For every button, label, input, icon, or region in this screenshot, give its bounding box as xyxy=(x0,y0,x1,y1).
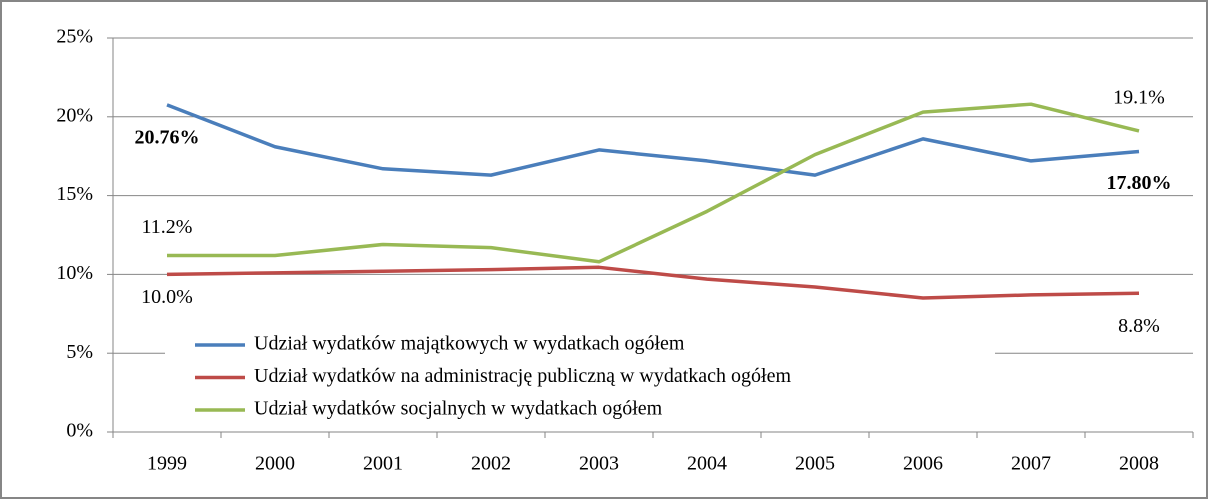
y-tick-label: 0% xyxy=(66,420,93,442)
series-line xyxy=(166,103,1140,177)
y-tick-label: 10% xyxy=(56,262,93,284)
data-label: 17.80% xyxy=(1107,172,1172,194)
data-label: 20.76% xyxy=(135,126,200,148)
legend-label: Udział wydatków na administrację publicz… xyxy=(254,365,791,387)
x-tick-label: 2003 xyxy=(579,453,619,475)
x-tick-label: 2004 xyxy=(687,453,727,475)
x-tick-label: 2000 xyxy=(255,453,295,475)
x-tick-label: 2007 xyxy=(1011,453,1051,475)
x-tick-label: 2001 xyxy=(363,453,403,475)
x-tick-label: 1999 xyxy=(147,453,187,475)
x-tick-label: 2006 xyxy=(903,453,943,475)
y-tick-label: 25% xyxy=(56,26,93,48)
data-label: 10.0% xyxy=(141,286,193,308)
data-label: 19.1% xyxy=(1113,87,1165,109)
x-tick-label: 2002 xyxy=(471,453,511,475)
y-tick-label: 20% xyxy=(56,104,93,126)
data-label: 11.2% xyxy=(142,216,193,238)
y-tick-label: 5% xyxy=(66,341,93,363)
legend-label: Udział wydatków socjalnych w wydatkach o… xyxy=(254,398,663,420)
series-line xyxy=(166,265,1140,300)
x-tick-label: 2005 xyxy=(795,453,835,475)
series-line xyxy=(167,102,1140,264)
legend-label: Udział wydatków majątkowych w wydatkach … xyxy=(254,333,685,355)
x-tick-label: 2008 xyxy=(1119,453,1159,475)
y-tick-label: 15% xyxy=(56,183,93,205)
legend-box xyxy=(165,330,995,426)
data-label: 8.8% xyxy=(1118,315,1160,337)
